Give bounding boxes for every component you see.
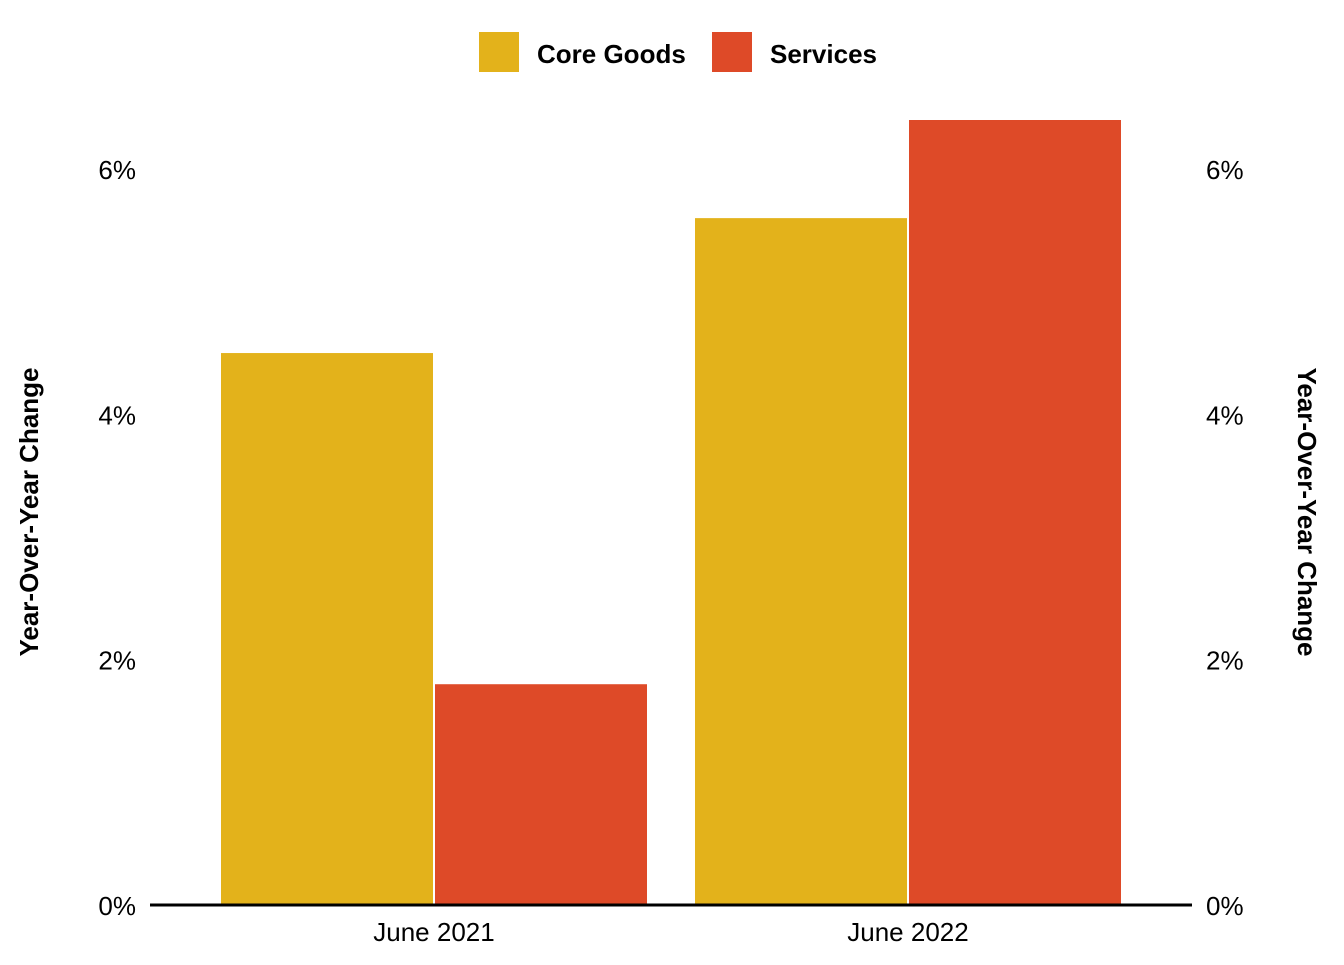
y-tick-label-left-0: 0%: [98, 891, 136, 921]
y-tick-label-left-6: 6%: [98, 155, 136, 185]
bars: [221, 120, 1121, 905]
y-tick-label-right-6: 6%: [1206, 155, 1244, 185]
y-tick-label-right-0: 0%: [1206, 891, 1244, 921]
bar-core-goods-june-2021: [221, 353, 433, 905]
legend: Core Goods Services: [479, 32, 877, 72]
left-y-axis-ticks: 0% 2% 4% 6%: [98, 155, 136, 921]
bar-core-goods-june-2022: [695, 218, 907, 905]
y-axis-title-left: Year-Over-Year Change: [14, 367, 44, 656]
y-tick-label-left-4: 4%: [98, 400, 136, 430]
y-tick-label-right-2: 2%: [1206, 646, 1244, 676]
y-tick-label-right-4: 4%: [1206, 400, 1244, 430]
y-tick-label-left-2: 2%: [98, 646, 136, 676]
y-axis-title-right: Year-Over-Year Change: [1292, 367, 1322, 656]
legend-label-core-goods: Core Goods: [537, 39, 686, 69]
legend-swatch-core-goods: [479, 32, 519, 72]
legend-swatch-services: [712, 32, 752, 72]
x-tick-label-june-2022: June 2022: [847, 917, 968, 947]
x-tick-label-june-2021: June 2021: [373, 917, 494, 947]
legend-label-services: Services: [770, 39, 877, 69]
right-y-axis-ticks: 0% 2% 4% 6%: [1206, 155, 1244, 921]
bar-services-june-2022: [909, 120, 1121, 905]
bar-services-june-2021: [435, 684, 647, 905]
x-axis-ticks: June 2021 June 2022: [373, 917, 968, 947]
